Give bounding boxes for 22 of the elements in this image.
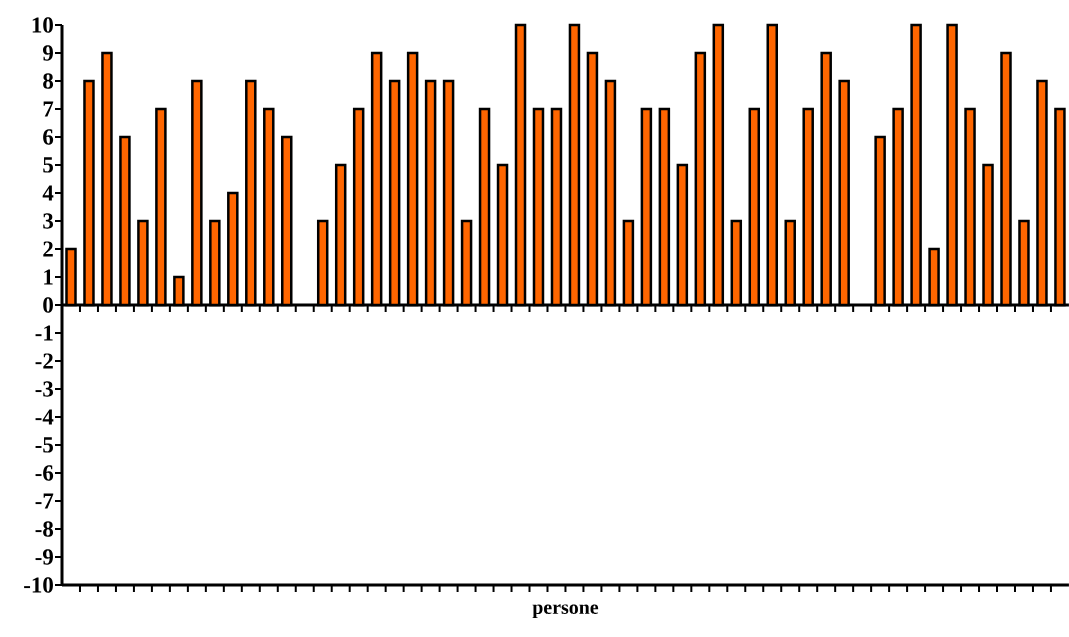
y-tick-label: 0: [43, 297, 53, 313]
y-tick-label: -9: [35, 549, 53, 565]
y-tick-label: -10: [24, 577, 53, 593]
y-tick-label: 1: [44, 269, 53, 285]
y-tick-label: 3: [43, 213, 54, 229]
y-tick-label: 2: [43, 241, 53, 257]
y-tick-label: 7: [43, 101, 54, 117]
y-tick-label: -4: [35, 409, 54, 425]
y-tick-label: 9: [42, 45, 53, 61]
y-tick-label: -3: [35, 381, 54, 397]
y-tick-label: 6: [43, 129, 54, 145]
y-tick-label: 8: [43, 73, 54, 89]
y-tick-label: -6: [35, 465, 54, 481]
x-axis-title: persone: [532, 604, 599, 619]
y-tick-label: -7: [35, 493, 54, 509]
y-tick-label: -1: [35, 325, 53, 341]
y-tick-label: -5: [35, 437, 53, 453]
y-tick-label: 10: [32, 17, 53, 33]
y-tick-label: 4: [42, 185, 54, 201]
y-tick-label: -8: [35, 521, 54, 537]
y-tick-label: 5: [43, 157, 53, 173]
y-tick-label: -2: [35, 353, 53, 369]
